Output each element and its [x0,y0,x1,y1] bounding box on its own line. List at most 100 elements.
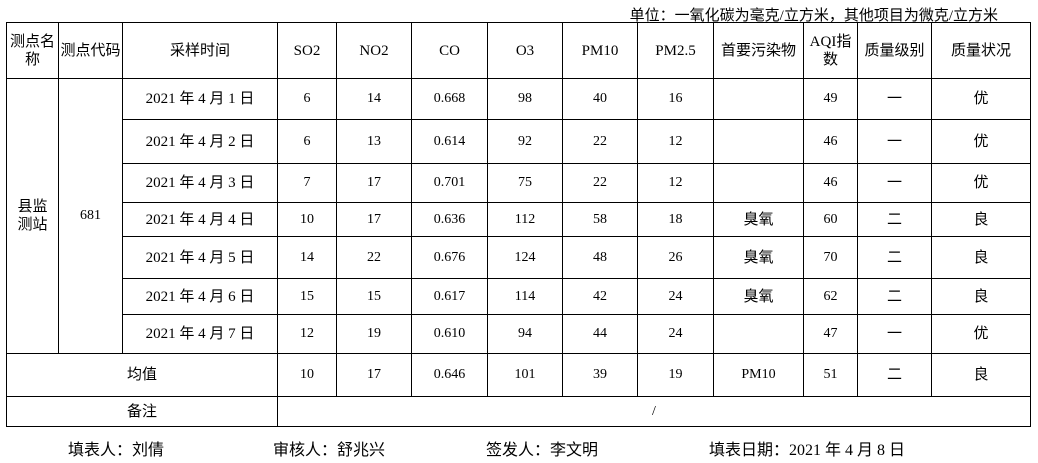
header-cell: PM2.5 [637,22,714,79]
cell-pm25: 12 [637,119,714,164]
cell-aqi: 46 [803,119,858,164]
cell-co: 0.617 [411,278,488,315]
cell-aqi: 62 [803,278,858,315]
station-code: 681 [58,78,123,354]
cell-o3: 94 [487,314,563,354]
cell-primary [713,314,804,354]
cell-co: 0.676 [411,236,488,279]
header-cell: 测点代码 [58,22,123,79]
header-cell: 质量级别 [857,22,932,79]
cell-pm10: 40 [562,78,638,120]
cell-pm10: 58 [562,202,638,237]
cell-so2: 15 [277,278,337,315]
header-cell: 测点名称 [6,22,59,79]
cell-level: 二 [857,202,932,237]
cell-so2: 12 [277,314,337,354]
sample-date: 2021 年 4 月 5 日 [122,236,278,279]
cell-pm25: 26 [637,236,714,279]
cell-aqi: 46 [803,163,858,203]
cell-so2: 7 [277,163,337,203]
avg-co: 0.646 [411,353,488,397]
table-row: 2021 年 4 月 7 日 12 19 0.610 94 44 24 47 一优 [7,314,1031,354]
cell-co: 0.610 [411,314,488,354]
sample-date: 2021 年 4 月 2 日 [122,119,278,164]
cell-primary [713,163,804,203]
avg-status: 良 [931,353,1031,397]
cell-pm25: 24 [637,314,714,354]
cell-level: 一 [857,163,932,203]
cell-primary [713,119,804,164]
cell-level: 二 [857,236,932,279]
cell-no2: 22 [336,236,412,279]
air-quality-table: 测点名称 测点代码 采样时间 SO2 NO2 CO O3 PM10 PM2.5 首要污染物 AQI指… [6,22,1031,427]
avg-pm10: 39 [562,353,638,397]
cell-o3: 124 [487,236,563,279]
cell-level: 一 [857,119,932,164]
cell-pm25: 12 [637,163,714,203]
cell-pm25: 16 [637,78,714,120]
avg-level: 二 [857,353,932,397]
cell-aqi: 49 [803,78,858,120]
cell-level: 一 [857,78,932,120]
header-cell: SO2 [277,22,337,79]
cell-status: 良 [931,202,1031,237]
cell-pm10: 22 [562,119,638,164]
issuer: 签发人：李文明 [486,442,599,459]
remarks-value: / [277,396,1031,427]
cell-pm10: 44 [562,314,638,354]
cell-o3: 112 [487,202,563,237]
table-row: 2021 年 4 月 6 日 15 15 0.617 114 42 24 臭氧 62 二良 [7,278,1031,315]
cell-aqi: 70 [803,236,858,279]
cell-no2: 13 [336,119,412,164]
cell-no2: 17 [336,163,412,203]
avg-o3: 101 [487,353,563,397]
cell-status: 良 [931,236,1031,279]
cell-primary: 臭氧 [713,202,804,237]
cell-level: 一 [857,314,932,354]
sample-date: 2021 年 4 月 3 日 [122,163,278,203]
cell-so2: 6 [277,78,337,120]
header-cell: AQI指数 [803,22,858,79]
table-row: 2021 年 4 月 4 日 10 17 0.636 112 58 18 臭氧 60 二良 [7,202,1031,237]
sample-date: 2021 年 4 月 1 日 [122,78,278,120]
header-cell: NO2 [336,22,412,79]
cell-co: 0.636 [411,202,488,237]
sample-date: 2021 年 4 月 6 日 [122,278,278,315]
header-cell: CO [411,22,488,79]
header-cell: 质量状况 [931,22,1031,79]
cell-o3: 114 [487,278,563,315]
average-row: 均值 10 17 0.646 101 39 19 PM10 51 二良 [6,353,1031,397]
remarks-label: 备注 [6,396,278,427]
cell-primary: 臭氧 [713,236,804,279]
header-cell: PM10 [562,22,638,79]
cell-no2: 15 [336,278,412,315]
cell-co: 0.701 [411,163,488,203]
cell-so2: 6 [277,119,337,164]
cell-level: 二 [857,278,932,315]
cell-status: 优 [931,119,1031,164]
cell-pm25: 18 [637,202,714,237]
avg-no2: 17 [336,353,412,397]
cell-primary: 臭氧 [713,278,804,315]
cell-o3: 92 [487,119,563,164]
cell-pm10: 42 [562,278,638,315]
table-row: 县监测站 681 2021 年 4 月 1 日 6 14 0.668 98 40 16 49 一优 [6,78,1031,354]
header-cell: 首要污染物 [713,22,804,79]
cell-so2: 10 [277,202,337,237]
cell-co: 0.614 [411,119,488,164]
avg-primary: PM10 [713,353,804,397]
cell-o3: 75 [487,163,563,203]
cell-status: 优 [931,163,1031,203]
cell-no2: 17 [336,202,412,237]
reviewer: 审核人：舒兆兴 [273,442,386,459]
cell-pm25: 24 [637,278,714,315]
cell-no2: 19 [336,314,412,354]
cell-co: 0.668 [411,78,488,120]
cell-aqi: 60 [803,202,858,237]
cell-status: 良 [931,278,1031,315]
fill-date: 填表日期：2021 年 4 月 8 日 [709,442,906,459]
avg-so2: 10 [277,353,337,397]
station-name: 县监测站 [6,78,59,354]
cell-no2: 14 [336,78,412,120]
cell-primary [713,78,804,120]
